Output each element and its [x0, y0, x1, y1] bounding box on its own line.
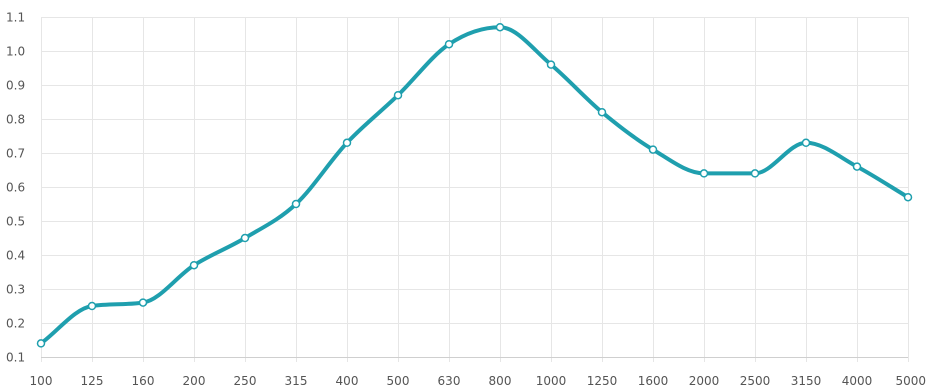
data-point[interactable] — [903, 192, 913, 202]
x-tick-label: 125 — [81, 374, 104, 388]
data-point[interactable] — [36, 339, 46, 348]
x-tick-label: 100 — [30, 374, 53, 388]
y-tick-label: 0.5 — [6, 215, 25, 229]
data-point[interactable] — [291, 199, 301, 209]
data-point[interactable] — [801, 138, 811, 148]
vertical-grid — [41, 17, 909, 362]
data-point[interactable] — [597, 107, 607, 117]
y-tick-label: 0.6 — [6, 181, 25, 195]
data-point[interactable] — [189, 260, 199, 270]
x-tick-label: 250 — [234, 374, 257, 388]
series-layer — [39, 25, 910, 346]
y-tick-label: 0.1 — [6, 351, 25, 365]
data-point[interactable] — [546, 60, 556, 69]
data-point[interactable] — [750, 169, 760, 178]
y-tick-label: 0.3 — [6, 283, 25, 297]
points-layer — [36, 22, 913, 348]
horizontal-grid — [41, 17, 908, 358]
y-tick-label: 0.4 — [6, 249, 25, 263]
data-point[interactable] — [393, 90, 403, 100]
x-tick-label: 1600 — [638, 374, 669, 388]
y-axis-tick-labels: 0.1 0.2 0.3 0.4 0.5 0.6 0.7 0.8 0.9 1.0 1.1 — [6, 11, 25, 365]
x-tick-label: 5000 — [895, 374, 926, 388]
y-tick-label: 0.9 — [6, 79, 25, 93]
x-tick-label: 1000 — [536, 374, 567, 388]
data-point[interactable] — [699, 169, 709, 178]
data-point[interactable] — [240, 233, 250, 243]
y-tick-label: 0.7 — [6, 147, 25, 161]
x-tick-label: 4000 — [842, 374, 873, 388]
data-point[interactable] — [342, 138, 352, 148]
data-point[interactable] — [87, 301, 97, 311]
data-point[interactable] — [648, 145, 658, 154]
x-tick-label: 2500 — [740, 374, 771, 388]
y-tick-label: 0.2 — [6, 317, 25, 331]
x-tick-label: 400 — [336, 374, 359, 388]
x-tick-label: 160 — [132, 374, 155, 388]
data-point[interactable] — [852, 162, 862, 171]
x-tick-label: 800 — [489, 374, 512, 388]
data-point[interactable] — [495, 22, 505, 32]
y-tick-label: 1.1 — [6, 11, 25, 25]
data-point[interactable] — [444, 39, 454, 49]
x-tick-label: 1250 — [587, 374, 618, 388]
series-line — [39, 25, 910, 346]
x-tick-label: 200 — [183, 374, 206, 388]
x-tick-label: 3150 — [791, 374, 822, 388]
x-tick-label: 500 — [387, 374, 410, 388]
data-point[interactable] — [138, 298, 148, 307]
y-tick-label: 0.8 — [6, 113, 25, 127]
x-tick-label: 630 — [438, 374, 461, 388]
x-tick-label: 315 — [285, 374, 308, 388]
x-tick-label: 2000 — [689, 374, 720, 388]
y-tick-label: 1.0 — [6, 45, 25, 59]
x-axis-tick-labels: 100 125 160 200 250 315 400 500 630 800 1000 1250 16… — [30, 374, 926, 388]
